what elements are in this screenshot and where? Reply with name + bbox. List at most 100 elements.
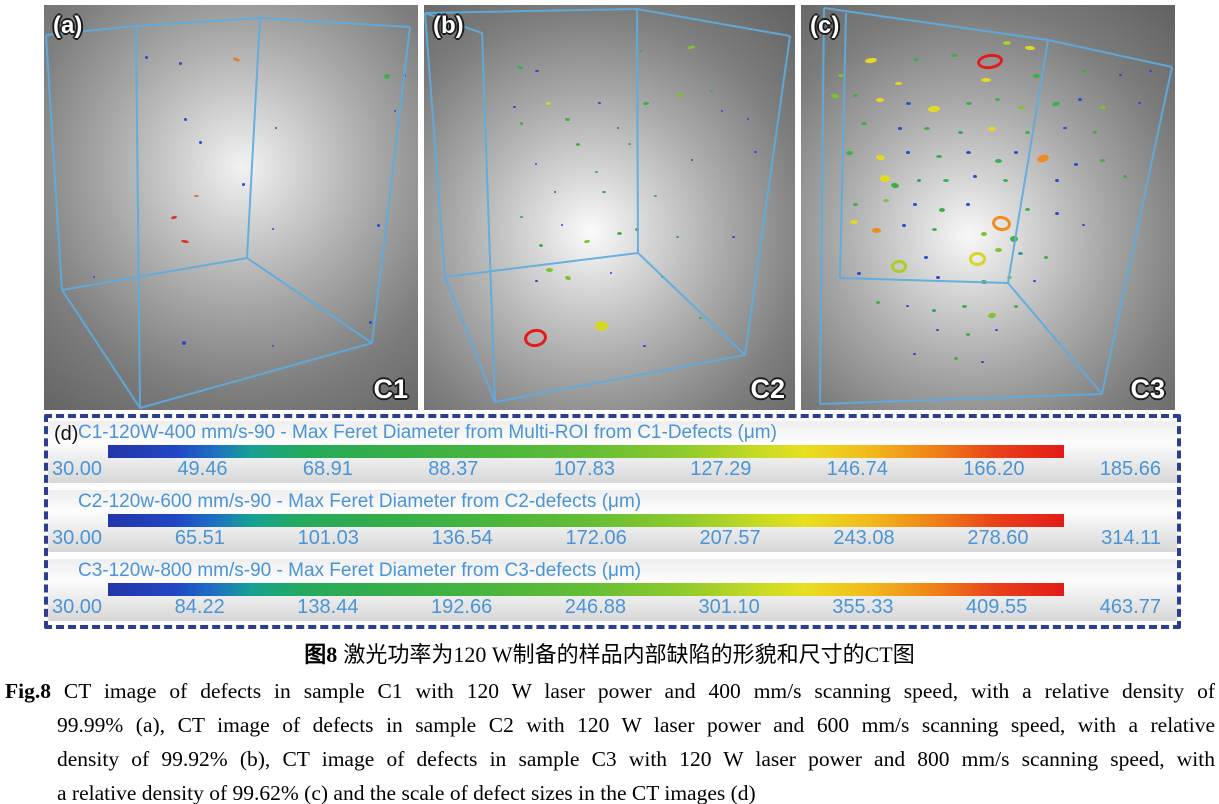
caption-text-zh: 激光功率为120 W制备的样品内部缺陷的形貌和尺寸的CT图: [343, 642, 915, 667]
tick-label: 166.20: [963, 458, 1025, 480]
defect-dot: [845, 150, 853, 155]
defect-dot: [1002, 41, 1011, 46]
defect-dot: [1055, 179, 1060, 183]
defect-dot: [935, 329, 939, 331]
bounding-box-wireframe-icon: [819, 7, 1173, 405]
defect-dot: [857, 272, 862, 276]
tick-label: 355.33: [832, 596, 894, 618]
defect-dot: [1014, 150, 1019, 154]
defect-dot: [995, 158, 1003, 163]
defect-dot: [1002, 179, 1008, 183]
defect-layer-c3: [801, 5, 1175, 410]
defect-dot: [628, 142, 632, 145]
defect-dot: [178, 61, 182, 65]
scale-panel-d: (d) C1-120W-400 mm/s-90 - Max Feret Diam…: [44, 414, 1181, 629]
ct-render-panel-c3: (c) C3: [801, 5, 1175, 410]
tick-label: 30.00: [52, 527, 103, 549]
defect-dot: [1074, 162, 1079, 166]
defect-dot: [1032, 73, 1040, 78]
defect-dot: [272, 345, 275, 348]
defect-dot: [182, 341, 187, 346]
defect-dot: [576, 142, 581, 146]
figure-number-zh: 图8: [304, 642, 338, 667]
defect-dot: [954, 357, 959, 361]
tick-label: 49.46: [177, 458, 228, 480]
tick-label: 68.91: [302, 458, 353, 480]
defect-dot: [965, 203, 970, 207]
defect-dot: [995, 248, 1003, 252]
defect-dot: [1081, 69, 1087, 73]
figure-number-en: Fig.8: [5, 679, 51, 703]
caption-english: Fig.8 CT image of defects in sample C1 w…: [5, 674, 1215, 804]
colorbar-row-c1: C1-120W-400 mm/s-90 - Max Feret Diameter…: [48, 421, 1177, 483]
defect-dot: [939, 207, 946, 212]
tick-label: 207.57: [699, 527, 761, 549]
defect-dot: [875, 98, 884, 103]
defect-dot: [639, 49, 643, 52]
defect-dot: [553, 191, 556, 194]
defect-dot: [1118, 73, 1122, 76]
defect-dot: [853, 94, 859, 98]
defect-dot: [598, 102, 602, 105]
defect-dot: [965, 102, 972, 106]
defect-dot: [731, 235, 735, 238]
bounding-box-wireframe-icon: [424, 7, 791, 404]
tick-label: 136.54: [431, 527, 493, 549]
tick-label: 101.03: [297, 527, 359, 549]
tick-label: 146.74: [826, 458, 888, 480]
ct-render-panel-c1: (a) C1: [44, 5, 418, 410]
defect-dot: [1017, 252, 1023, 256]
defect-dot: [144, 55, 148, 59]
caption-chinese: 图8 激光功率为120 W制备的样品内部缺陷的形貌和尺寸的CT图: [0, 637, 1219, 669]
tick-label: 246.88: [564, 596, 626, 618]
defect-dot: [1044, 256, 1049, 260]
sample-label-c3: C3: [1130, 374, 1165, 404]
defect-dot: [973, 175, 978, 179]
tick-label: 30.00: [52, 596, 103, 618]
defect-dot: [520, 122, 524, 126]
defect-dot: [184, 118, 188, 122]
defect-dot: [1014, 304, 1019, 308]
tick-label: 127.29: [690, 458, 752, 480]
defect-dot: [199, 140, 203, 144]
sample-label-c1: C1: [373, 374, 408, 404]
defect-dot: [965, 150, 971, 154]
defect-dot: [905, 102, 911, 106]
caption-en-line3: density of 99.92% (b), CT image of defec…: [57, 747, 1215, 771]
colorbar-row-c3: C3-120w-800 mm/s-90 - Max Feret Diameter…: [48, 559, 1177, 621]
defect-dot: [838, 73, 845, 77]
defect-dot: [879, 175, 890, 183]
tick-label: 243.08: [833, 527, 895, 549]
defect-dot: [561, 223, 564, 226]
defect-dot: [272, 227, 275, 230]
defect-dot: [594, 320, 608, 331]
defect-dot: [535, 280, 539, 283]
colorbar-ticks-c1: 30.00 49.46 68.91 88.37 107.83 127.29 146.74 16…: [48, 458, 1177, 481]
defect-dot: [546, 268, 554, 273]
defect-dot: [1025, 207, 1031, 211]
tick-label: 314.11: [1101, 527, 1161, 549]
colorbar-gradient-c3: [108, 583, 1064, 596]
caption-en-line1-text: CT image of defects in sample C1 with 12…: [63, 679, 1215, 703]
tick-label: 65.51: [174, 527, 225, 549]
defect-dot: [676, 235, 680, 238]
defect-dot: [849, 219, 858, 224]
defect-dot: [980, 77, 991, 82]
defect-dot: [875, 300, 880, 304]
defect-dot: [931, 308, 936, 312]
defect-dot: [905, 304, 909, 307]
defect-dot: [924, 256, 929, 260]
defect-dot: [905, 150, 910, 154]
defect-dot: [384, 73, 391, 79]
defect-dot: [961, 304, 967, 308]
defect-dot: [654, 195, 658, 198]
defect-dot: [369, 320, 373, 324]
defect-dot: [193, 195, 199, 198]
tick-label: 172.06: [565, 527, 627, 549]
defect-dot: [594, 171, 598, 174]
defect-dot: [1055, 211, 1060, 215]
sample-label-c2: C2: [750, 374, 785, 404]
tick-label: 138.44: [297, 596, 359, 618]
caption-en-line1: Fig.8 CT image of defects in sample C1 w…: [5, 674, 1215, 708]
tick-label: 463.77: [1099, 596, 1161, 618]
